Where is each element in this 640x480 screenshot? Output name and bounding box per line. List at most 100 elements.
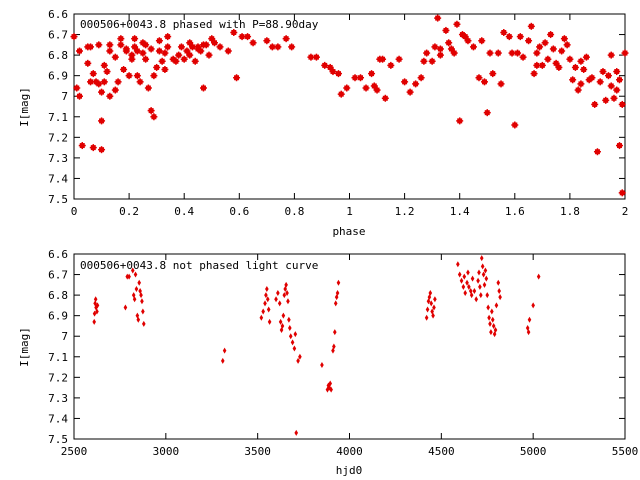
data-point [336, 279, 341, 286]
data-point [125, 72, 133, 80]
data-point [436, 45, 444, 53]
data-point [320, 362, 324, 368]
data-point [593, 148, 601, 156]
y-tick-label: 7 [61, 330, 68, 343]
data-point [98, 117, 106, 125]
data-point [533, 49, 541, 57]
data-point [387, 61, 395, 69]
y-tick-label: 6.7 [48, 29, 68, 42]
x-tick-label: 3500 [244, 445, 271, 458]
data-point [482, 281, 487, 288]
data-point [288, 333, 293, 340]
data-point [423, 49, 431, 57]
data-point [282, 35, 290, 43]
data-point [498, 294, 502, 301]
data-point [100, 61, 108, 69]
data-point [547, 31, 555, 39]
data-point [474, 296, 479, 303]
data-point [142, 55, 150, 63]
x-tick-label: 1 [346, 205, 353, 218]
data-point [288, 325, 292, 331]
data-point [431, 43, 439, 51]
data-point [477, 269, 481, 276]
phased-plot-title: 000506+0043.8 phased with P=88.90day [80, 18, 319, 31]
data-point [265, 296, 270, 303]
data-point [164, 33, 172, 41]
x-tick-label: 1.2 [395, 205, 415, 218]
data-point [362, 84, 370, 92]
data-point [432, 304, 436, 311]
y-tick-label: 7.1 [48, 351, 68, 364]
data-point [183, 47, 191, 55]
data-point [287, 316, 291, 323]
data-point [76, 47, 84, 55]
data-point [511, 121, 519, 129]
data-point [180, 55, 188, 63]
data-point [263, 37, 271, 45]
data-point [466, 269, 470, 276]
data-point [483, 109, 491, 117]
data-point [130, 267, 135, 274]
data-point [582, 53, 590, 61]
data-point [277, 300, 282, 307]
data-point [527, 316, 532, 323]
data-point [222, 347, 227, 354]
data-point [265, 285, 269, 292]
unphased-plot-title: 000506+0043.8 not phased light curve [80, 259, 318, 272]
data-point [613, 68, 621, 76]
x-tick-label: 4000 [336, 445, 363, 458]
y-tick-label: 7.5 [48, 193, 68, 206]
data-point [290, 339, 295, 346]
data-point [292, 345, 297, 352]
data-point [461, 33, 469, 41]
data-point [335, 290, 340, 297]
data-point [442, 26, 450, 34]
data-point [329, 386, 333, 393]
data-point [480, 78, 488, 86]
data-point [137, 279, 142, 286]
data-point [470, 275, 475, 282]
data-point [328, 380, 333, 387]
data-point [489, 70, 497, 78]
data-point [596, 78, 604, 86]
data-point [412, 80, 420, 88]
data-point [158, 57, 166, 65]
phased-plot-x-axis-label: phase [332, 225, 365, 238]
data-point [563, 41, 571, 49]
data-point [434, 14, 442, 22]
data-point [479, 255, 484, 262]
data-point [125, 273, 130, 280]
data-point [78, 142, 86, 150]
y-tick-label: 7.2 [48, 131, 68, 144]
data-point [199, 84, 207, 92]
data-point [370, 82, 378, 90]
data-point [464, 37, 472, 45]
data-point [526, 329, 531, 336]
data-point [140, 298, 144, 305]
data-point [98, 146, 106, 154]
data-point [321, 61, 329, 69]
unphased-plot: 000506+0043.8 not phased light curve hjd… [18, 248, 638, 477]
data-point [485, 292, 490, 299]
data-point [296, 357, 300, 364]
data-point [161, 49, 169, 57]
data-point [602, 96, 610, 104]
data-point [332, 343, 336, 350]
data-point [607, 82, 615, 90]
data-point [95, 308, 99, 315]
data-point [531, 302, 535, 309]
data-point [175, 51, 183, 59]
data-point [284, 281, 288, 288]
data-point [333, 329, 337, 336]
data-point [138, 288, 142, 294]
data-point [117, 41, 125, 49]
data-point [536, 273, 541, 280]
data-point [98, 88, 106, 96]
data-point [131, 43, 139, 51]
data-point [106, 47, 114, 55]
data-point [613, 86, 621, 94]
data-point [519, 53, 527, 61]
y-tick-label: 6.9 [48, 70, 68, 83]
data-point [220, 357, 225, 364]
data-point [244, 33, 252, 41]
